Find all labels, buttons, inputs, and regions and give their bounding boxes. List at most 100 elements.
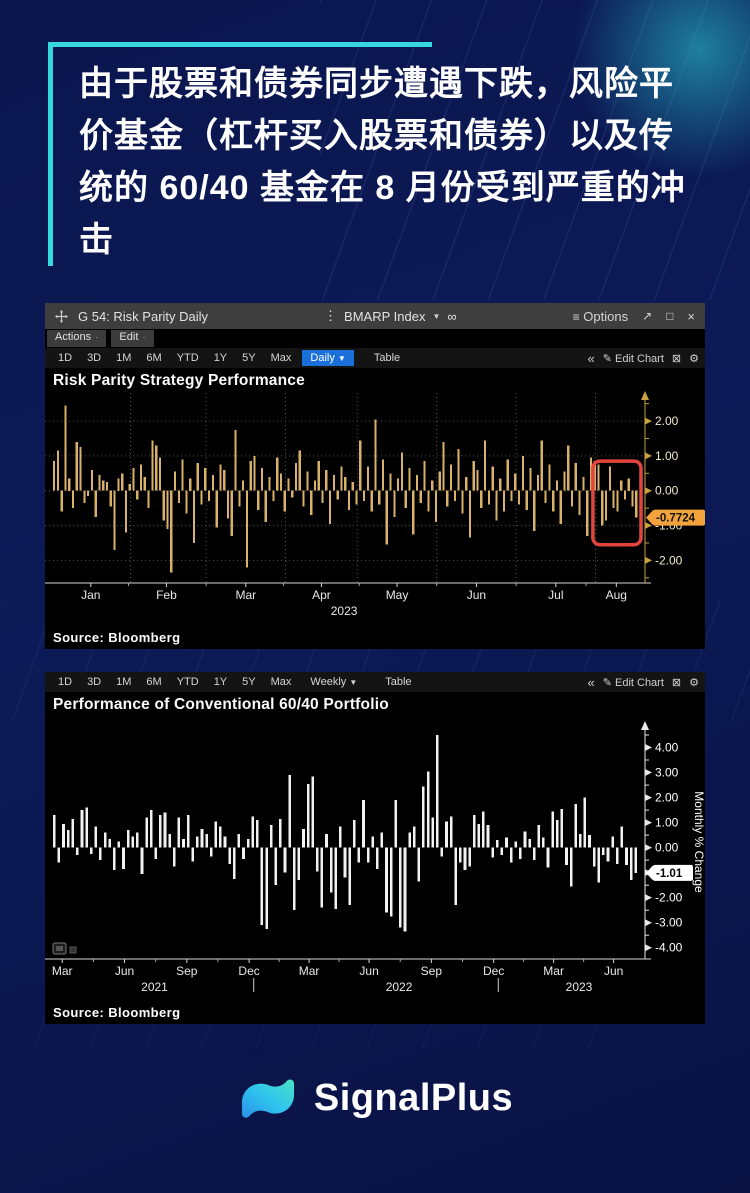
options-menu[interactable]: ≡ Options xyxy=(572,308,629,324)
bar xyxy=(446,490,449,507)
bar xyxy=(98,475,101,491)
bar xyxy=(155,445,158,491)
range-tab-6m[interactable]: 6M xyxy=(146,676,162,688)
export-icon[interactable]: ⊠ xyxy=(671,676,682,689)
bar xyxy=(242,847,245,859)
bar xyxy=(589,457,593,491)
range-tab-3d[interactable]: 3D xyxy=(87,352,102,364)
y-tick-label: 2.00 xyxy=(655,414,679,428)
export-icon[interactable]: ⊠ xyxy=(671,352,682,365)
year-label: 2022 xyxy=(386,980,413,994)
portfolio-6040-chart-bars xyxy=(53,735,637,932)
gear-icon[interactable]: ⚙ xyxy=(689,676,699,689)
range-tab-5y[interactable]: 5Y xyxy=(242,352,256,364)
bar xyxy=(173,471,177,491)
bar xyxy=(385,847,388,913)
bar xyxy=(145,817,148,848)
bar xyxy=(83,490,86,503)
edit-chart-button[interactable]: ✎ Edit Chart xyxy=(602,352,664,365)
popout-icon[interactable]: ↗ xyxy=(642,309,653,323)
range-tab-6m[interactable]: 6M xyxy=(146,352,162,364)
maximize-icon[interactable]: □ xyxy=(666,309,674,323)
bar xyxy=(79,447,82,491)
bar xyxy=(583,797,587,848)
y-tick-arrow xyxy=(645,844,652,852)
bar xyxy=(477,823,481,848)
bar xyxy=(529,468,532,491)
actions-menu-button[interactable]: Actions · xyxy=(47,330,107,347)
bar xyxy=(483,440,487,491)
range-tab-1y[interactable]: 1Y xyxy=(213,352,228,364)
bar xyxy=(294,462,298,491)
range-tab-max[interactable]: Max xyxy=(270,352,292,364)
gear-icon[interactable]: ⚙ xyxy=(689,352,699,365)
bar xyxy=(306,783,310,848)
x-tick-label: Jun xyxy=(115,964,134,978)
bar xyxy=(509,847,513,863)
collapse-icon[interactable]: « xyxy=(587,674,595,690)
range-tab-1m[interactable]: 1M xyxy=(116,676,132,688)
period-dropdown[interactable]: Weekly ▼ xyxy=(310,676,358,688)
legend-chip-icon[interactable] xyxy=(69,946,77,954)
table-tab[interactable]: Table xyxy=(373,352,401,364)
range-tab-ytd[interactable]: YTD xyxy=(176,676,199,688)
move-cross-icon[interactable] xyxy=(55,309,68,323)
range-tab-1d[interactable]: 1D xyxy=(58,352,73,364)
range-tab-1d[interactable]: 1D xyxy=(58,676,73,688)
bar xyxy=(302,828,305,848)
y-tick-label: 0.00 xyxy=(655,484,679,498)
edit-chart-button[interactable]: ✎ Edit Chart xyxy=(602,676,664,689)
bar xyxy=(87,490,90,496)
bar xyxy=(422,786,425,848)
bar xyxy=(139,464,143,491)
collapse-icon[interactable]: « xyxy=(587,350,595,366)
bar xyxy=(122,847,125,869)
bar xyxy=(500,847,504,856)
bar xyxy=(634,847,637,873)
link-icon[interactable]: ∞ xyxy=(447,308,457,324)
bar xyxy=(525,490,528,510)
toolbar-right-group: « ✎ Edit Chart ⊠ ⚙ xyxy=(587,351,699,366)
range-tab-ytd[interactable]: YTD xyxy=(176,352,199,364)
bar xyxy=(60,490,63,512)
bar xyxy=(223,836,227,848)
bar xyxy=(468,490,472,538)
bar xyxy=(551,811,554,848)
bar xyxy=(519,847,522,859)
range-tab-5y[interactable]: 5Y xyxy=(242,676,256,688)
risk-parity-chart-svg: Jan Feb Mar Apr May Jun Jul Aug 2023 2.00 1.00 0.00… xyxy=(45,391,705,618)
bar xyxy=(532,847,536,861)
bar xyxy=(608,466,611,491)
range-tab-1y[interactable]: 1Y xyxy=(213,676,228,688)
y-tick-arrow xyxy=(645,417,652,425)
bar xyxy=(375,847,379,869)
y-tick-label: -2.00 xyxy=(655,553,683,567)
bar xyxy=(147,490,150,509)
y-tick-label: 2.00 xyxy=(655,791,679,805)
bar xyxy=(158,457,162,491)
security-name[interactable]: BMARP Index xyxy=(344,308,426,324)
bar xyxy=(463,847,467,871)
close-icon[interactable]: × xyxy=(687,308,695,324)
edit-menu-button[interactable]: Edit · xyxy=(111,330,154,347)
bar xyxy=(355,490,358,505)
bar xyxy=(570,490,574,507)
bar xyxy=(172,847,176,867)
period-dropdown[interactable]: Daily ▼ xyxy=(302,350,354,366)
chart-plot-area: Jan Feb Mar Apr May Jun Jul Aug 2023 2.00 1.00 0.00… xyxy=(45,391,705,625)
table-tab[interactable]: Table xyxy=(385,676,412,688)
bar xyxy=(313,480,317,491)
bar xyxy=(66,830,70,848)
range-tab-1m[interactable]: 1M xyxy=(116,352,132,364)
range-tab-max[interactable]: Max xyxy=(270,676,292,688)
security-dropdown-icon[interactable]: ▼ xyxy=(432,311,441,321)
bar xyxy=(544,490,547,503)
y-tick-arrow xyxy=(645,522,652,530)
range-tab-3d[interactable]: 3D xyxy=(87,676,102,688)
y-tick-label: -2.00 xyxy=(655,891,683,905)
bar xyxy=(53,461,56,491)
bar xyxy=(602,847,605,856)
bar xyxy=(468,847,471,867)
source-note: Source: Bloomberg xyxy=(45,1000,705,1024)
bar xyxy=(343,847,347,878)
